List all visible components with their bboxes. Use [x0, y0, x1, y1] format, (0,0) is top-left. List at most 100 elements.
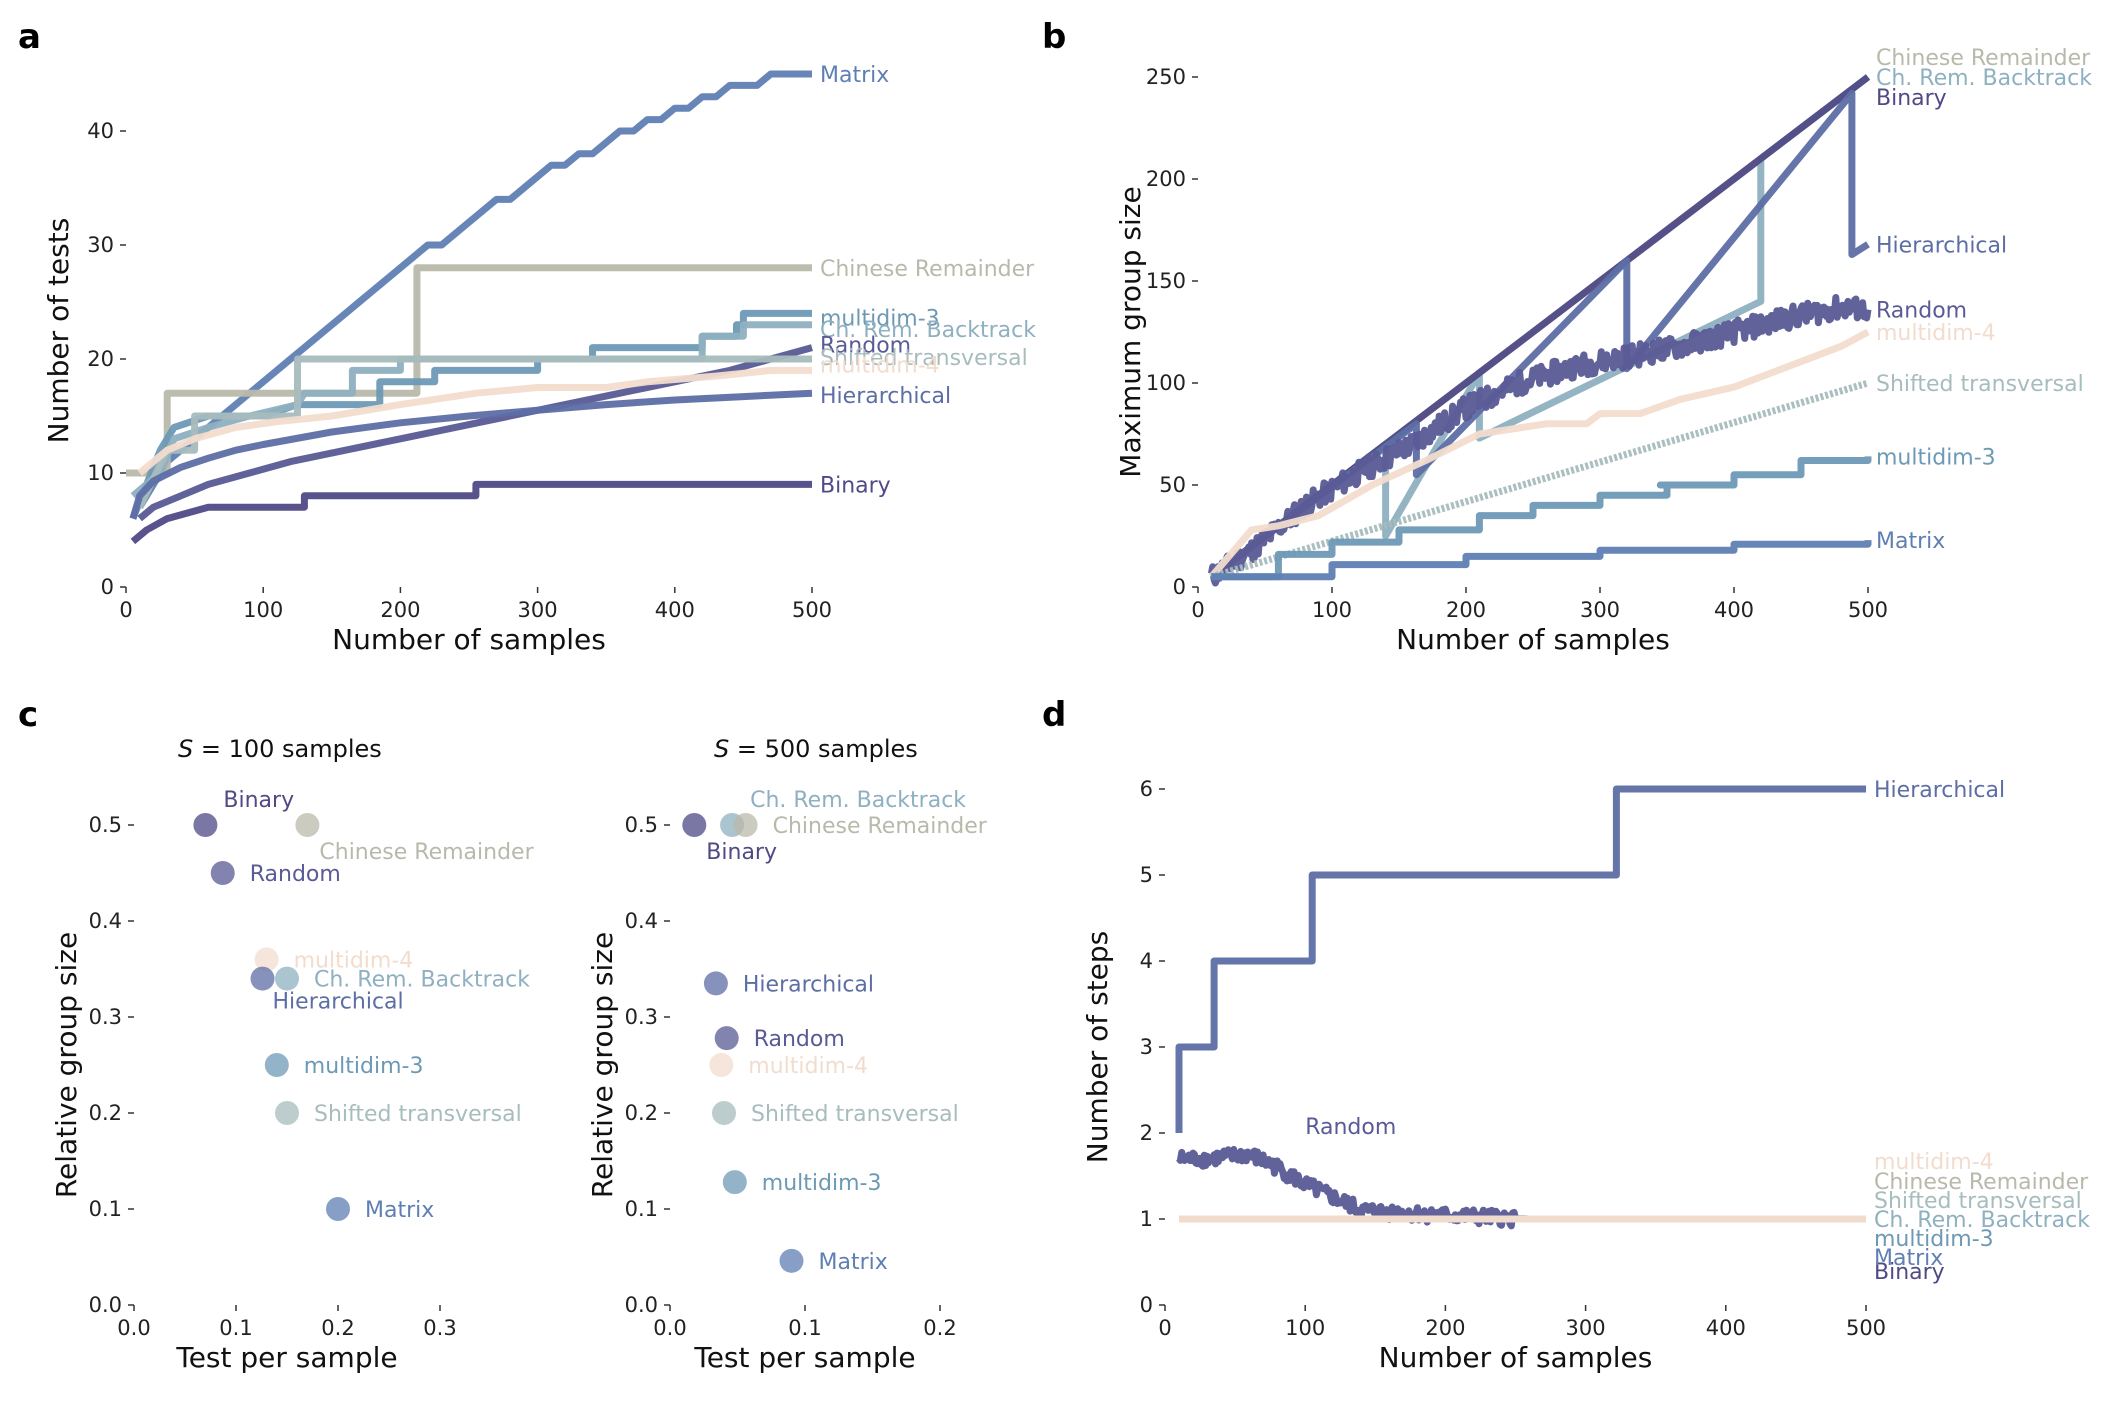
point-label-random: Random	[754, 1027, 845, 1052]
scatter-point-random	[210, 861, 235, 885]
y-tick-label: 100	[1146, 371, 1186, 395]
scatter-point-binary	[193, 813, 218, 837]
scatter-point-shifted-transversal	[712, 1101, 736, 1125]
series-label-hierarchical: Hierarchical	[1874, 778, 2005, 803]
point-label-binary: Binary	[223, 788, 294, 813]
subtitle-text: = 500 samples	[729, 735, 918, 763]
series-line-matrix	[136, 70, 812, 510]
panel-subtitle: S = 500 samples	[714, 735, 918, 763]
series-line-multidim-4	[1208, 328, 1870, 580]
y-tick-label: 30	[87, 233, 114, 257]
series-line-multidim-3	[1211, 456, 1872, 581]
x-tick-label: 300	[1566, 1316, 1606, 1340]
panel-d: d 0 100 200 300 400 500 0 1 2 3 4 5 6 Number of sample…	[1042, 695, 2090, 1374]
x-tick-label: 100	[1312, 598, 1352, 622]
y-axis-label: Number of tests	[42, 218, 75, 444]
panel-c2: 0.0 0.1 0.2 0.0 0.1 0.2 0.3 0.4 0.5 Test per samp…	[586, 735, 988, 1374]
point-label-shifted-transversal: Shifted transversal	[314, 1102, 522, 1127]
scatter-point-hierarchical	[703, 971, 728, 996]
x-tick-label: 200	[1446, 598, 1486, 622]
scatter-point-chinese-remainder	[295, 813, 320, 837]
point-label-multidim-4: multidim-4	[748, 1054, 868, 1079]
series-label-chinese-remainder: Chinese Remainder	[820, 257, 1035, 282]
point-label-multidim-3: multidim-3	[762, 1171, 882, 1196]
series-label-hierarchical: Hierarchical	[820, 384, 951, 409]
scatter-point-multidim-3	[264, 1053, 289, 1077]
x-tick-label: 500	[1848, 598, 1888, 622]
point-label-ch-rem-backtrack: Ch. Rem. Backtrack	[314, 968, 530, 993]
y-tick-label: 2	[1140, 1121, 1153, 1145]
x-tick-label: 400	[655, 598, 695, 622]
series-label-chinese-remainder: Chinese Remainder	[1874, 1170, 2089, 1195]
y-tick-label: 250	[1146, 65, 1186, 89]
series-line-shifted-transversal	[1210, 379, 1869, 581]
scatter-point-matrix	[779, 1248, 804, 1273]
point-label-ch-rem-backtrack: Ch. Rem. Backtrack	[750, 788, 966, 813]
series-label-multidim-3: multidim-3	[820, 306, 940, 331]
y-tick-label: 0.5	[625, 813, 658, 837]
y-tick-label: 0.3	[89, 1005, 122, 1029]
y-axis-label: Relative group size	[586, 932, 619, 1198]
scatter-point-hierarchical	[250, 966, 275, 991]
point-label-random: Random	[250, 862, 341, 887]
x-tick-label: 200	[1425, 1316, 1465, 1340]
series-line-random	[1176, 1146, 1869, 1230]
series-line-random	[1207, 294, 1872, 587]
series-label-multidim-3: multidim-3	[1876, 445, 1996, 470]
x-axis-label: Test per sample	[175, 1341, 397, 1374]
x-tick-label: 100	[243, 598, 283, 622]
y-tick-label: 40	[87, 119, 114, 143]
x-axis-label: Number of samples	[332, 623, 606, 656]
y-tick-label: 0.5	[89, 813, 122, 837]
panel-letter: d	[1042, 695, 1066, 735]
series-label-shifted-transversal: Shifted transversal	[1874, 1189, 2082, 1214]
series-label-binary: Binary	[820, 473, 891, 498]
x-tick-label: 0.0	[117, 1316, 150, 1340]
y-tick-label: 4	[1140, 949, 1153, 973]
y-tick-label: 6	[1140, 777, 1153, 801]
scatter-point-chinese-remainder	[733, 813, 758, 837]
subtitle-variable: S	[714, 735, 729, 763]
series-label-shifted-transversal: Shifted transversal	[820, 346, 1028, 371]
panel-c1: c 0.0 0.1 0.2 0.3 0.0 0.1 0.2 0.3 0.4 0.5 Test per …	[18, 695, 535, 1374]
scatter-point-shifted-transversal	[275, 1101, 299, 1125]
x-tick-label: 400	[1714, 598, 1754, 622]
point-label-hierarchical: Hierarchical	[743, 972, 874, 997]
x-tick-label: 0	[1158, 1316, 1171, 1340]
x-tick-label: 500	[792, 598, 832, 622]
point-label-shifted-transversal: Shifted transversal	[751, 1102, 959, 1127]
panel-letter: b	[1042, 17, 1066, 57]
series-line-hierarchical	[129, 389, 813, 520]
x-tick-label: 0.0	[653, 1316, 686, 1340]
panel-a: a 0 100 200 300 400 500 0 10 20 30 40 Number of samp…	[18, 17, 1036, 656]
point-label-chinese-remainder: Chinese Remainder	[319, 840, 534, 865]
series-line-multidim-4	[137, 366, 812, 476]
y-tick-label: 50	[1159, 473, 1186, 497]
series-label-random: Random	[1876, 299, 1967, 324]
scatter-point-binary	[682, 813, 707, 837]
series-line-binary	[130, 480, 812, 545]
series-line-hierarchical	[1175, 785, 1866, 1133]
y-axis-label: Relative group size	[50, 932, 83, 1198]
x-axis-label: Number of samples	[1379, 1341, 1653, 1374]
y-tick-label: 0	[1140, 1293, 1153, 1317]
series-label-shifted-transversal: Shifted transversal	[1876, 372, 2084, 397]
panel-b: b 0 100 200 300 400 500 0 50 100 150 200 250 Number o…	[1042, 17, 2092, 656]
y-tick-label: 5	[1140, 863, 1153, 887]
series-label-multidim-4: multidim-4	[1874, 1150, 1994, 1175]
y-tick-label: 1	[1140, 1207, 1153, 1231]
y-tick-label: 0.1	[89, 1197, 122, 1221]
x-tick-label: 0.1	[788, 1316, 821, 1340]
series-line-ch-rem-backtrack	[130, 321, 812, 499]
point-label-binary: Binary	[706, 840, 777, 865]
y-tick-label: 0.0	[625, 1293, 658, 1317]
point-label-chinese-remainder: Chinese Remainder	[773, 814, 988, 839]
y-tick-label: 0.1	[625, 1197, 658, 1221]
subtitle-text: = 100 samples	[193, 735, 382, 763]
point-label-multidim-4: multidim-4	[294, 948, 414, 973]
y-tick-label: 0.2	[625, 1101, 658, 1125]
y-tick-label: 150	[1146, 269, 1186, 293]
point-label-matrix: Matrix	[819, 1250, 888, 1275]
y-tick-label: 0.4	[89, 909, 122, 933]
x-tick-label: 0	[1191, 598, 1204, 622]
